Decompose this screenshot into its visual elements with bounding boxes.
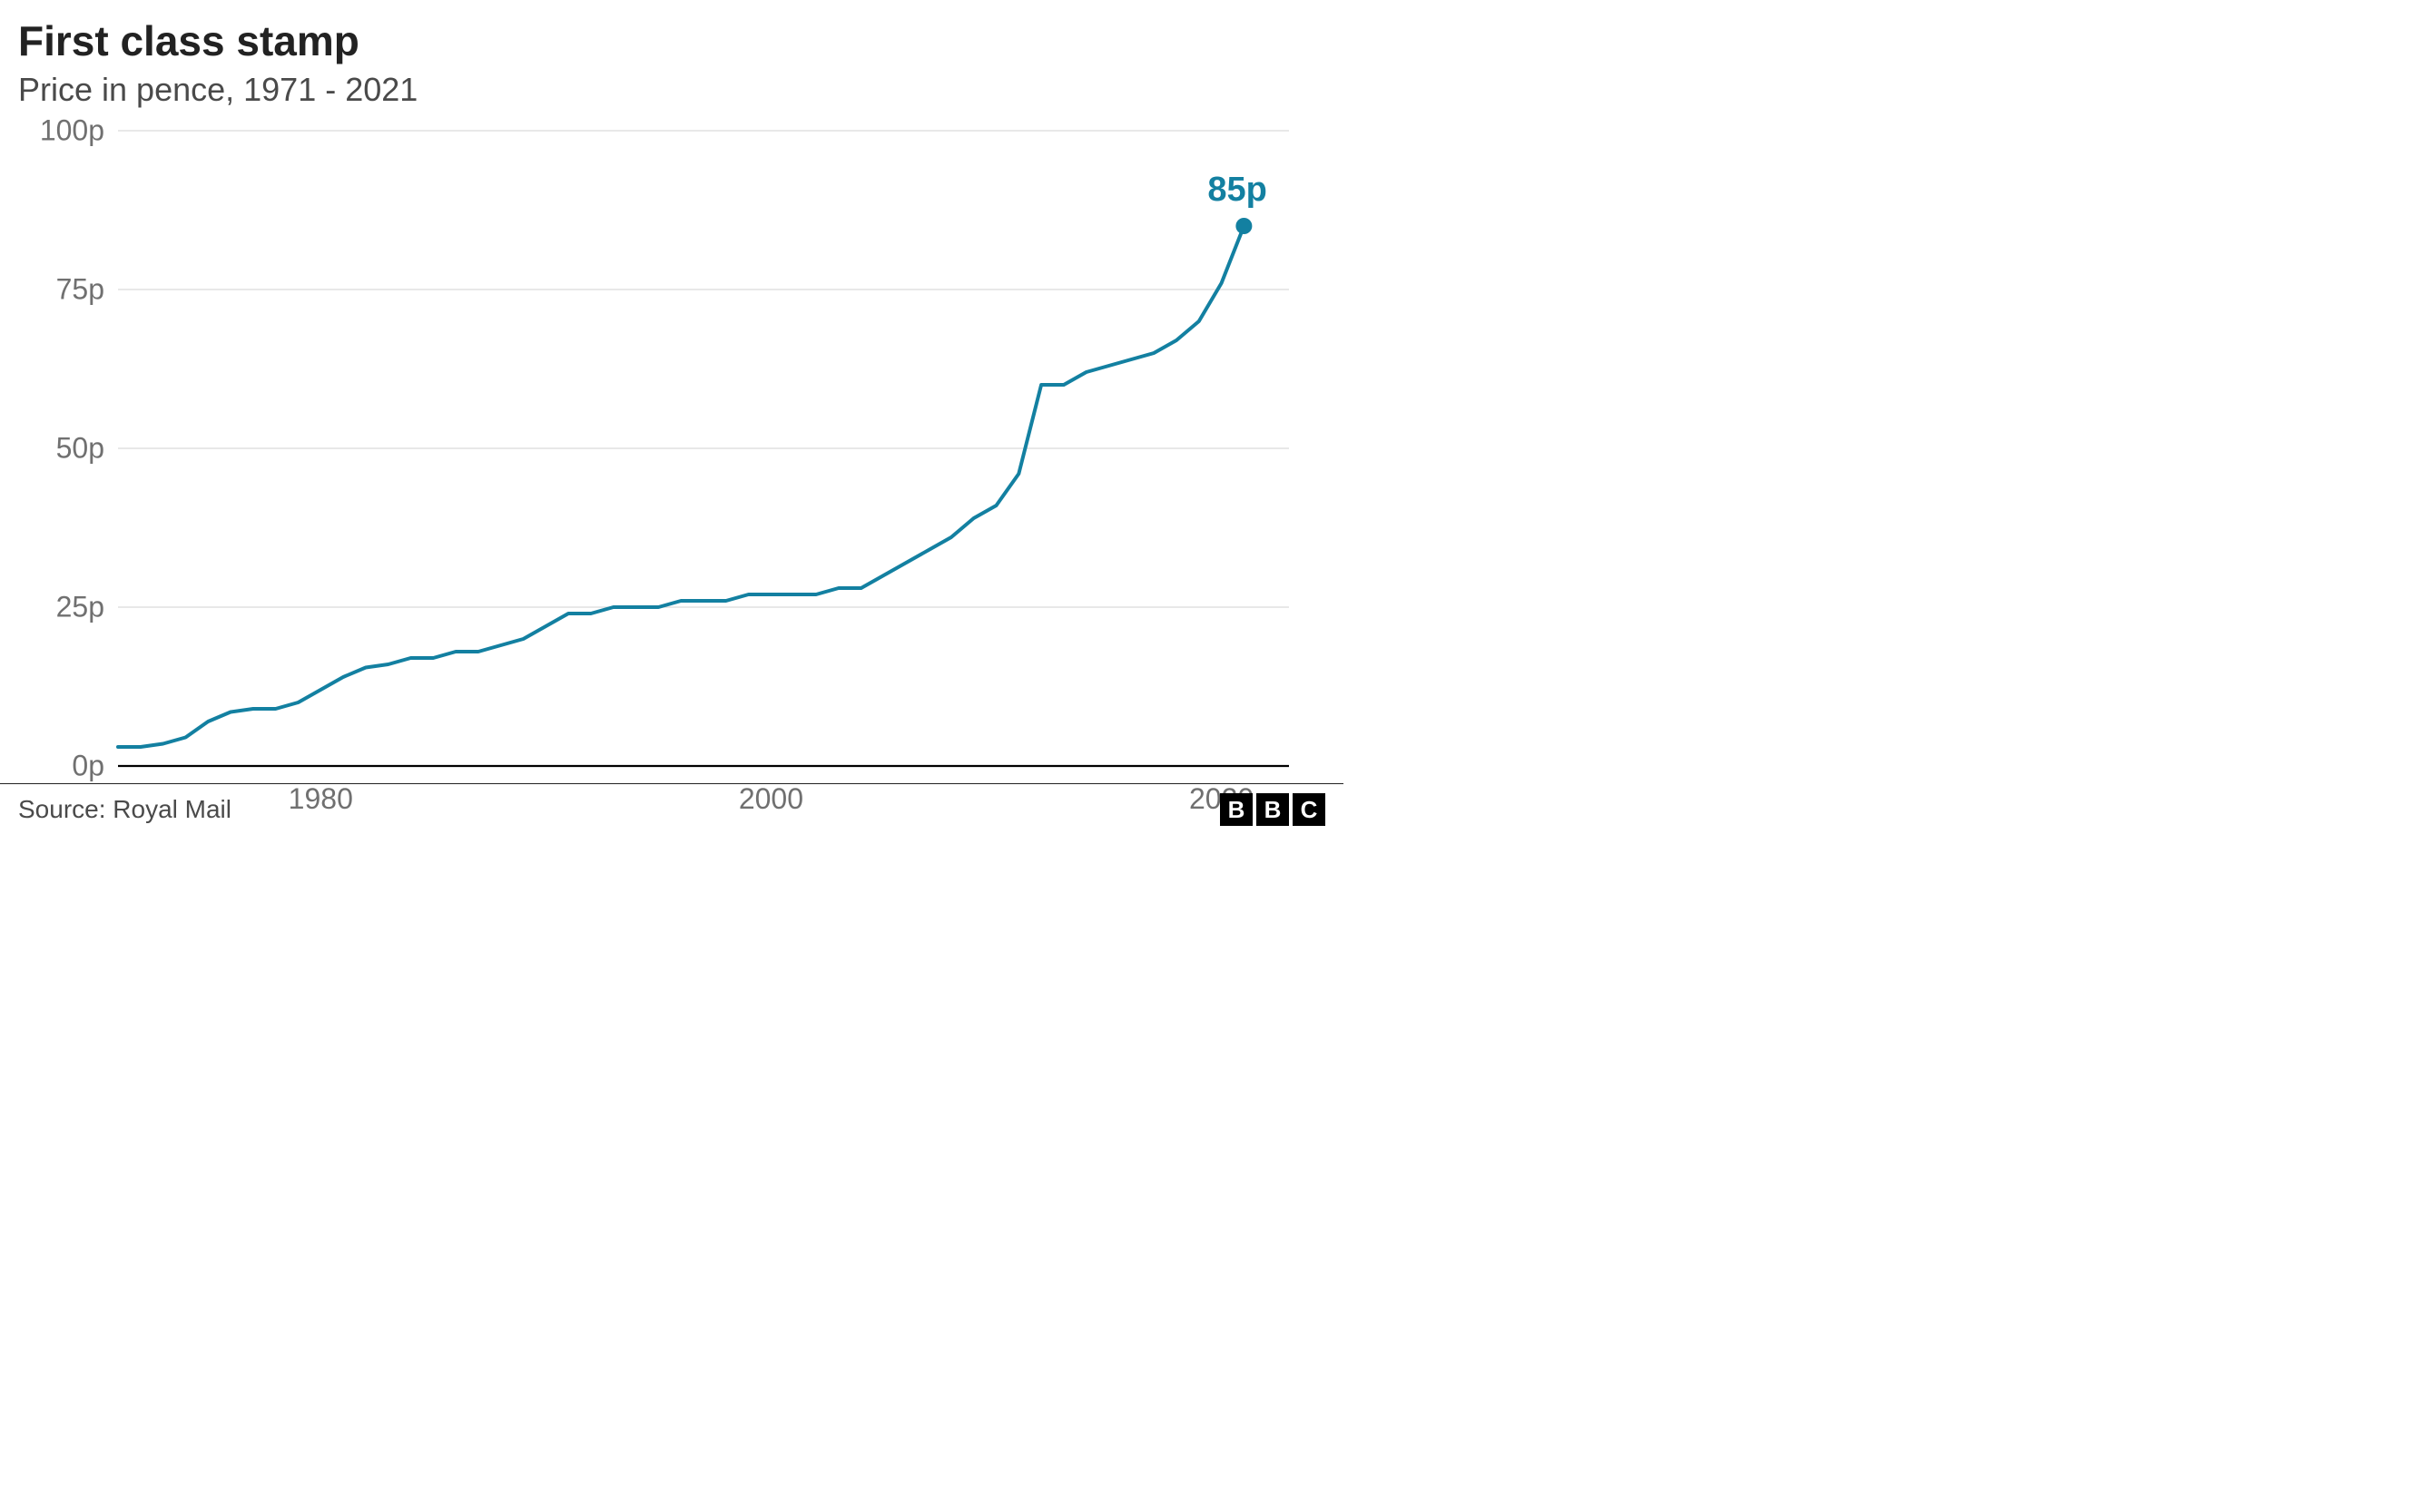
plot-area: 0p25p50p75p100p19802000202085p [18,122,1325,775]
y-tick-label: 50p [56,432,113,466]
y-tick-label: 0p [72,750,113,783]
y-tick-label: 75p [56,273,113,307]
y-tick-label: 100p [40,114,113,148]
footer: Source: Royal Mail BBC [0,783,1343,826]
data-line [118,226,1244,747]
y-tick-label: 25p [56,591,113,624]
bbc-logo-box: C [1293,793,1325,826]
bbc-logo-box: B [1256,793,1289,826]
chart-svg [18,122,1325,775]
callout-label: 85p [1207,171,1266,210]
chart-subtitle: Price in pence, 1971 - 2021 [18,71,1325,109]
end-marker [1235,218,1252,234]
source-label: Source: Royal Mail [18,795,231,824]
bbc-logo-box: B [1220,793,1253,826]
bbc-logo: BBC [1220,793,1325,826]
chart-title: First class stamp [18,16,1325,65]
figure: First class stamp Price in pence, 1971 -… [0,0,1343,839]
